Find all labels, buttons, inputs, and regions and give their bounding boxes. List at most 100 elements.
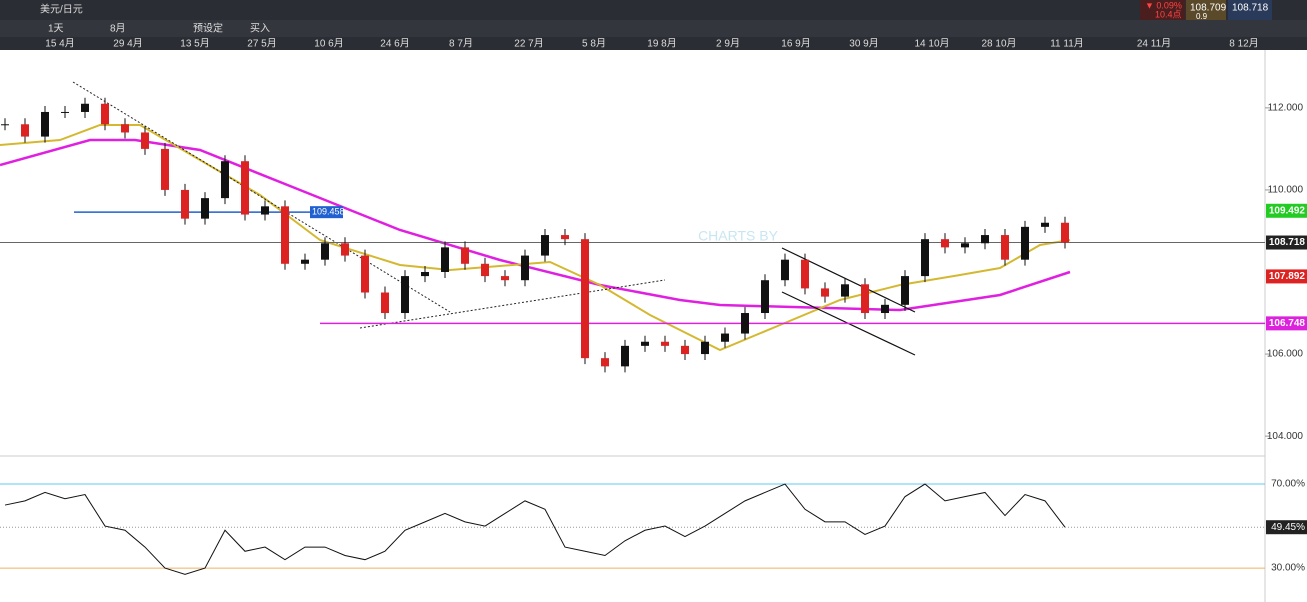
date-label: 24 6月	[380, 38, 409, 50]
date-label: 28 10月	[981, 38, 1016, 50]
candle	[261, 206, 269, 215]
date-label: 13 5月	[180, 38, 209, 50]
range[interactable]: 8月	[110, 23, 126, 35]
candle	[201, 198, 209, 219]
price-tag	[1266, 235, 1307, 250]
candle	[801, 259, 809, 289]
candle	[561, 235, 569, 240]
candle	[941, 239, 949, 248]
candle	[1001, 235, 1009, 260]
candle	[361, 255, 369, 293]
date-label: 10 6月	[314, 38, 343, 50]
candle	[301, 259, 309, 264]
top-bar	[0, 0, 1307, 20]
candle	[481, 263, 489, 277]
candle	[1061, 222, 1069, 243]
candle	[981, 235, 989, 244]
points: 10.4点	[1155, 9, 1182, 19]
price-tick-label: 106.000	[1267, 349, 1304, 360]
candle	[1, 124, 9, 126]
support-label: 109.458	[312, 207, 345, 217]
price-tick-label: 110.000	[1268, 185, 1304, 196]
date-label: 5 8月	[582, 38, 606, 50]
interval[interactable]: 1天	[48, 24, 64, 35]
candle	[61, 111, 69, 113]
date-label: 22 7月	[514, 38, 543, 50]
support-tag	[310, 206, 343, 219]
price-tag-label: 109.492	[1269, 205, 1306, 216]
candle	[461, 247, 469, 264]
rsi-tick-label: 30.00%	[1271, 563, 1305, 574]
ma-long	[0, 138, 1071, 312]
candle	[921, 239, 929, 277]
date-label: 24 11月	[1137, 38, 1171, 50]
rsi-tick-label: 70.00%	[1271, 479, 1305, 490]
date-label: 19 8月	[647, 38, 676, 50]
change-box	[1140, 0, 1185, 20]
rsi-line	[4, 483, 1066, 575]
candle	[101, 103, 109, 125]
date-label: 8 12月	[1229, 38, 1258, 50]
candle	[841, 284, 849, 297]
candle	[161, 148, 169, 190]
candle	[41, 111, 49, 137]
candle	[821, 288, 829, 297]
date-label: 29 4月	[113, 38, 142, 50]
bid: 108.709	[1190, 3, 1227, 14]
symbol[interactable]: 美元/日元	[40, 3, 83, 16]
candle	[661, 341, 669, 346]
candle	[581, 239, 589, 359]
candle	[81, 103, 89, 112]
candle	[241, 161, 249, 215]
date-label: 30 9月	[849, 38, 878, 50]
candle	[681, 345, 689, 355]
candle	[401, 276, 409, 314]
rsi-tag	[1266, 520, 1307, 535]
candle	[901, 276, 909, 305]
tool-bar	[0, 20, 1307, 37]
trend-line	[72, 81, 666, 329]
candle	[521, 255, 529, 281]
candle	[141, 132, 149, 149]
price-tag-label: 108.718	[1269, 237, 1306, 248]
candle	[121, 124, 129, 133]
preset[interactable]: 预设定	[193, 22, 223, 35]
candle	[501, 276, 509, 281]
date-bar	[0, 37, 1307, 50]
candle	[181, 189, 189, 219]
date-label: 8 7月	[449, 38, 473, 50]
candle	[441, 247, 449, 272]
date-label: 14 10月	[914, 38, 949, 50]
date-label: 27 5月	[247, 38, 276, 50]
date-label: 11 11月	[1050, 38, 1084, 50]
candle	[1021, 226, 1029, 260]
candle	[541, 235, 549, 256]
rsi-tag-label: 49.45%	[1271, 522, 1305, 533]
ask: 108.718	[1232, 3, 1269, 14]
candle	[701, 341, 709, 355]
candle	[381, 292, 389, 314]
candle	[221, 161, 229, 199]
candle	[781, 259, 789, 281]
candle	[341, 243, 349, 256]
ask-box	[1228, 0, 1272, 20]
candle	[421, 271, 429, 277]
price-tick-label: 104.000	[1267, 431, 1304, 442]
candle	[641, 341, 649, 346]
candle	[741, 313, 749, 334]
price-tag	[1266, 203, 1307, 218]
date-label: 16 9月	[781, 38, 810, 50]
price-tag	[1266, 269, 1307, 284]
date-label: 15 4月	[45, 38, 74, 50]
buy[interactable]: 买入	[250, 23, 270, 35]
watermark: CHARTS BY	[698, 228, 779, 244]
candle	[961, 243, 969, 248]
price-tag	[1266, 316, 1307, 331]
candle	[601, 358, 609, 367]
candle	[861, 284, 869, 314]
candle	[621, 345, 629, 367]
change: ▼ 0.09%	[1145, 0, 1182, 10]
ma-short	[0, 124, 1071, 352]
candle	[281, 206, 289, 264]
